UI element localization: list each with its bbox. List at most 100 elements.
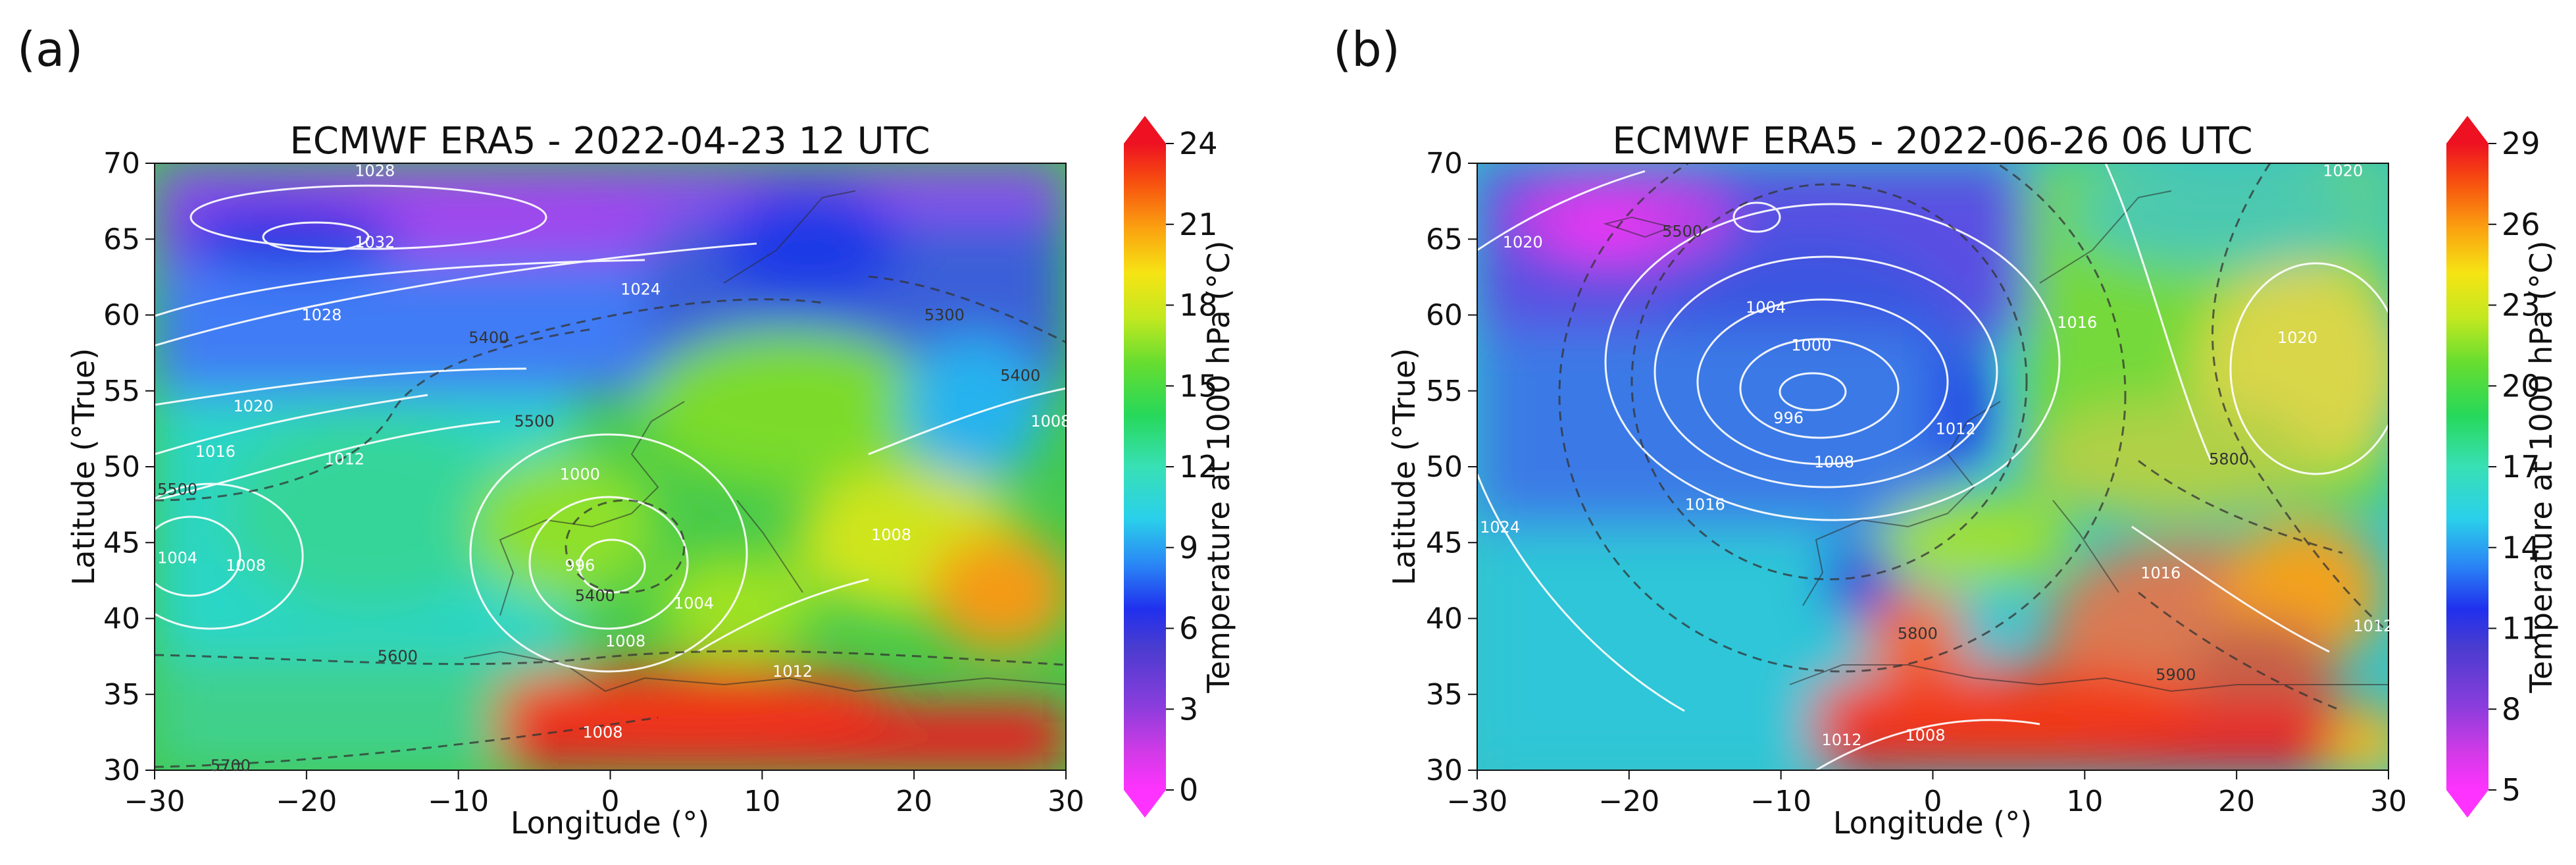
- x-tick-label-a: −30: [124, 785, 186, 818]
- colorbar-tick-label-b: 17: [2502, 449, 2540, 485]
- colorbar-tick-label-a: 6: [1179, 611, 1198, 646]
- height-label-b: 5800: [2209, 450, 2249, 468]
- coastlines-b: [1603, 190, 2388, 693]
- isobar-label-b: 1004: [1746, 298, 1786, 317]
- temperature-field-b: [1477, 163, 2388, 770]
- colorbar-tick-label-a: 12: [1179, 449, 1218, 485]
- colorbar-bottom-arrow-b: [2446, 790, 2488, 818]
- isobars-a: [155, 184, 1066, 673]
- colorbar-tick-label-b: 23: [2502, 288, 2540, 323]
- isobar-label-a: 1028: [355, 162, 395, 180]
- height-label-a: 5400: [468, 328, 509, 347]
- y-tick-label-a: 60: [103, 299, 140, 332]
- y-tick-label-b: 65: [1426, 223, 1463, 256]
- height-label-a: 5700: [211, 756, 251, 775]
- isobar-label-a: 1028: [301, 306, 341, 325]
- y-tick-label-a: 40: [103, 602, 140, 636]
- colorbar-tick-label-b: 20: [2502, 368, 2540, 404]
- colorbar-b: 5 8 11 14 17 20 23 26 29 Temperature at 1000 hPa…: [2446, 116, 2559, 818]
- x-tick-label-a: 20: [896, 785, 932, 818]
- y-tick-label-b: 30: [1426, 754, 1463, 787]
- isobar-label-a: 1012: [772, 662, 813, 681]
- x-tick-label-a: 30: [1048, 785, 1084, 818]
- height-label-a: 5300: [924, 306, 965, 325]
- coastlines-a: [463, 190, 1066, 693]
- isobar-label-a: 1008: [871, 526, 911, 544]
- isobar-label-a: 1024: [620, 280, 661, 298]
- colorbar-scale-b: [2446, 144, 2488, 790]
- x-tick-label-b: 10: [2066, 785, 2103, 818]
- isobar-label-b: 1008: [1905, 726, 1945, 745]
- isobar-label-a: 1016: [195, 442, 236, 461]
- height-contours-a: [155, 275, 1066, 768]
- colorbar-label-b: Temperature at 1000 hPa (°C): [2523, 240, 2559, 693]
- isobar-label-b: 1020: [2323, 162, 2363, 180]
- colorbar-scale-a: [1124, 144, 1166, 790]
- colorbar-label-a: Temperature at 1000 hPa (°C): [1201, 240, 1236, 693]
- isobar-label-b: 1020: [1503, 233, 1543, 251]
- y-axis-label-b: Latitude (°True): [1386, 348, 1422, 586]
- isobar-label-a: 1008: [1030, 412, 1071, 431]
- y-tick-label-a: 30: [103, 754, 140, 787]
- isobars-b: [1477, 163, 2388, 770]
- isobar-label-b: 1024: [1480, 518, 1520, 537]
- panel-label-a: (a): [17, 22, 83, 77]
- colorbar-tick-label-a: 3: [1179, 691, 1198, 727]
- isobar-label-b: 1016: [2057, 313, 2097, 332]
- colorbar-bottom-arrow-a: [1124, 790, 1166, 818]
- colorbar-tick-label-b: 5: [2502, 772, 2521, 808]
- height-label-a: 5600: [378, 647, 418, 666]
- isobar-label-a: 1008: [605, 632, 645, 650]
- y-tick-label-b: 35: [1426, 678, 1463, 712]
- isobar-label-b: 1012: [1821, 731, 1861, 749]
- height-label-b: 5500: [1662, 223, 1702, 241]
- y-tick-label-b: 50: [1426, 450, 1463, 484]
- chart-title-b: ECMWF ERA5 - 2022-06-26 06 UTC: [1612, 120, 2252, 163]
- isobar-label-a: 1008: [226, 556, 266, 575]
- panel-b: (b) ECMWF ERA5 - 2022-06-26 06 UTC: [1333, 22, 2559, 841]
- height-label-b: 5800: [1898, 625, 1938, 643]
- height-label-a: 5500: [515, 412, 555, 431]
- height-label-b: 5900: [2156, 666, 2196, 684]
- colorbar-top-arrow-a: [1124, 116, 1166, 144]
- isobar-label-a: 1004: [157, 548, 197, 567]
- isobar-label-b: 1012: [1936, 419, 1976, 438]
- isobar-label-a: 1020: [234, 397, 274, 415]
- x-tick-label-a: −10: [428, 785, 489, 818]
- y-axis-label-a: Latitude (°True): [66, 348, 101, 586]
- x-tick-label-a: 0: [601, 785, 620, 818]
- isobar-label-b: 1016: [2140, 564, 2181, 582]
- chart-title-a: ECMWF ERA5 - 2022-04-23 12 UTC: [290, 120, 930, 163]
- y-tick-label-b: 60: [1426, 299, 1463, 332]
- colorbar-tick-label-a: 9: [1179, 530, 1198, 565]
- colorbar-tick-label-b: 26: [2502, 207, 2540, 242]
- y-tick-label-a: 45: [103, 526, 140, 560]
- y-tick-label-a: 55: [103, 375, 140, 408]
- temperature-field-a: [155, 163, 1066, 770]
- colorbar-tick-label-a: 0: [1179, 772, 1198, 808]
- isobar-label-a: 1012: [324, 450, 365, 468]
- colorbar-tick-label-b: 8: [2502, 691, 2521, 727]
- x-tick-label-a: 10: [744, 785, 780, 818]
- isobar-label-a: 1032: [355, 233, 395, 251]
- isobar-label-b: 1000: [1791, 336, 1831, 355]
- x-tick-label-b: 30: [2370, 785, 2407, 818]
- y-tick-label-a: 65: [103, 223, 140, 256]
- isobar-label-b: 1016: [1685, 496, 1725, 514]
- x-axis-label-a: Longitude (°): [511, 805, 709, 841]
- height-contours-b: [1558, 163, 2388, 712]
- height-label-a: 5400: [575, 587, 615, 605]
- colorbar-tick-label-a: 24: [1179, 126, 1218, 161]
- isobar-label-a: 1000: [560, 465, 600, 484]
- x-tick-label-a: −20: [276, 785, 337, 818]
- panel-label-b: (b): [1333, 22, 1400, 77]
- x-axis-label-b: Longitude (°): [1833, 805, 2032, 841]
- x-tick-label-b: −10: [1750, 785, 1811, 818]
- x-tick-label-b: 20: [2218, 785, 2255, 818]
- colorbar-tick-label-a: 15: [1179, 368, 1218, 404]
- colorbar-top-arrow-b: [2446, 116, 2488, 144]
- y-tick-label-a: 70: [103, 147, 140, 180]
- height-label-a: 5500: [157, 481, 197, 499]
- panel-a: (a) ECMWF ERA5 - 2022-04-23 12 UTC: [17, 22, 1236, 841]
